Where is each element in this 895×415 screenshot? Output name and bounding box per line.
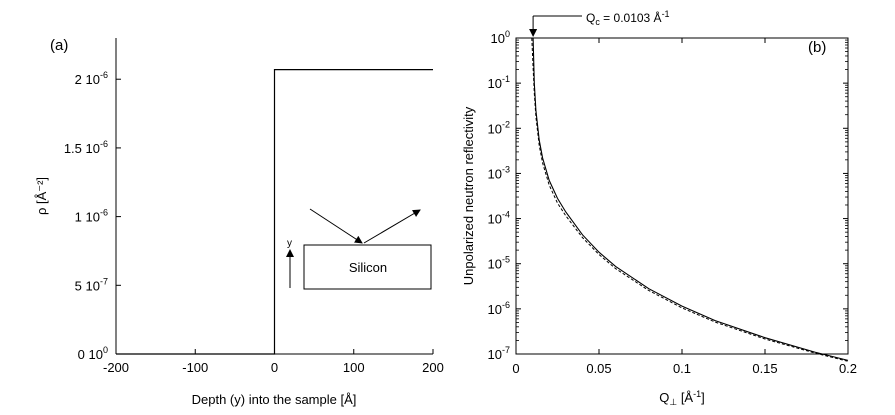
reflectivity-dashed-line <box>531 37 849 362</box>
scattering-inset: Silicon y <box>286 208 432 290</box>
y-tick-label-a: 2 10-6 <box>75 70 108 87</box>
x-tick-label-b: 0.2 <box>839 361 857 376</box>
silicon-label: Silicon <box>349 260 387 275</box>
x-tick-label-a: 100 <box>343 360 365 375</box>
x-ticks-a: -200 -100 0 100 200 <box>103 349 444 375</box>
panel-label-a: (a) <box>50 37 68 54</box>
x-tick-label-b: 0.15 <box>752 361 777 376</box>
panel-label-b: (b) <box>808 39 826 56</box>
y-ticks-b: 100 10-1 10-2 10-3 10-4 10-5 10-6 10-7 <box>488 29 848 362</box>
x-tick-label-a: -200 <box>103 360 129 375</box>
y-tick-label-a: 1 10-6 <box>75 208 108 225</box>
y-axis-label-a: ρ [Å⁻²] <box>34 177 49 215</box>
x-tick-label-a: 0 <box>271 360 278 375</box>
y-ticks-a: 0 100 5 10-7 1 10-6 1.5 10-6 2 10-6 <box>64 70 121 362</box>
y-direction-label: y <box>287 238 292 249</box>
y-tick-label-a: 0 100 <box>78 345 108 362</box>
incident-beam <box>309 208 363 244</box>
x-tick-label-b: 0.1 <box>673 361 691 376</box>
qc-label: Qc = 0.0103 Å-1 <box>586 9 670 27</box>
silicon-box <box>303 244 432 290</box>
y-tick-label-b: 100 <box>491 29 510 46</box>
x-tick-label-b: 0.05 <box>586 361 611 376</box>
density-profile-line <box>116 69 433 355</box>
reflectivity-solid-line <box>516 37 849 361</box>
x-tick-label-b: 0 <box>512 361 519 376</box>
x-axis-label-a: Depth (y) into the sample [Å] <box>192 392 357 407</box>
x-tick-label-a: 200 <box>422 360 444 375</box>
y-tick-label-b: 10-7 <box>488 345 510 362</box>
chart-a: (a) 0 100 5 10-7 1 10-6 1.5 10-6 2 10-6 -200… <box>34 37 444 407</box>
y-tick-label-b: 10-1 <box>488 74 510 91</box>
y-axis-label-b: Unpolarized neutron reflectivity <box>461 106 476 285</box>
reflected-beam <box>363 209 421 244</box>
critical-q-annotation: Qc = 0.0103 Å-1 <box>529 9 670 37</box>
y-tick-label-b: 10-5 <box>488 255 510 272</box>
y-tick-label-b: 10-6 <box>488 300 510 317</box>
y-tick-label-a: 5 10-7 <box>75 276 108 293</box>
chart-b: (b) 100 10-1 10-2 10-3 10-4 10-5 10-6 10-7 0 0.0… <box>461 9 857 407</box>
y-tick-label-b: 10-4 <box>488 210 510 227</box>
y-tick-label-a: 1.5 10-6 <box>64 139 108 156</box>
y-tick-label-b: 10-3 <box>488 164 510 181</box>
x-tick-label-a: -100 <box>182 360 208 375</box>
x-axis-label-b: Q⊥ [Å-1] <box>659 389 705 407</box>
x-ticks-b: 0 0.05 0.1 0.15 0.2 <box>512 38 857 376</box>
y-tick-label-b: 10-2 <box>488 119 510 136</box>
